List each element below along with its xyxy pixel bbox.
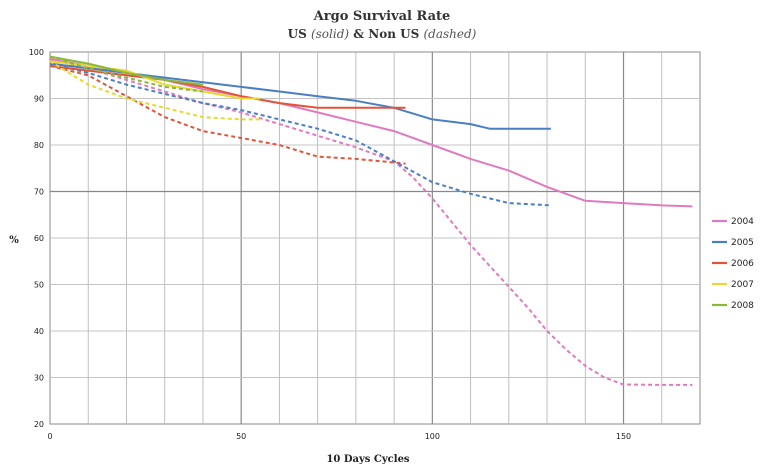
y-tick-label: 100 <box>29 48 44 57</box>
y-tick-label: 90 <box>34 95 44 104</box>
legend-label-2007: 2007 <box>731 280 754 290</box>
series-line-2004-dashed <box>49 58 693 386</box>
y-tick-label: 70 <box>34 188 44 197</box>
legend-label-2005: 2005 <box>731 238 754 248</box>
legend: 2004 2005 2006 2007 2008 <box>712 217 754 311</box>
subtitle-part-3: & Non US <box>349 27 423 41</box>
legend-label-2004: 2004 <box>731 217 754 227</box>
x-axis-label: 10 Days Cycles <box>326 454 409 465</box>
x-tick-label: 100 <box>425 432 440 441</box>
series-line-2007-solid <box>49 60 261 100</box>
y-tick-label: 20 <box>34 420 44 429</box>
y-tick-label: 40 <box>34 327 44 336</box>
x-tick-label: 50 <box>236 432 246 441</box>
tick-labels: 20 30 40 50 60 70 80 90 100 0 50 100 150 <box>29 48 631 441</box>
series-line-2008-solid <box>49 55 204 86</box>
series-line-2006-dashed <box>49 64 406 165</box>
subtitle-part-2: (solid) <box>311 27 349 41</box>
series-line-2005-dashed <box>49 62 551 207</box>
legend-label-2008: 2008 <box>731 301 754 311</box>
grid <box>50 52 700 424</box>
y-tick-label: 60 <box>34 234 44 243</box>
subtitle-part-1: US <box>288 27 311 41</box>
y-tick-label: 50 <box>34 281 44 290</box>
y-tick-label: 30 <box>34 374 44 383</box>
chart-subtitle: US (solid) & Non US (dashed) <box>288 27 477 41</box>
y-tick-label: 80 <box>34 141 44 150</box>
x-tick-label: 0 <box>47 432 52 441</box>
x-tick-label: 150 <box>616 432 631 441</box>
subtitle-part-4: (dashed) <box>423 27 476 41</box>
y-axis-label: % <box>9 235 19 246</box>
series-line-2008-dashed <box>49 55 204 93</box>
legend-label-2006: 2006 <box>731 259 754 269</box>
series-layer <box>49 55 693 386</box>
chart-title: Argo Survival Rate <box>313 9 451 24</box>
series-line-2007-dashed <box>49 60 261 121</box>
